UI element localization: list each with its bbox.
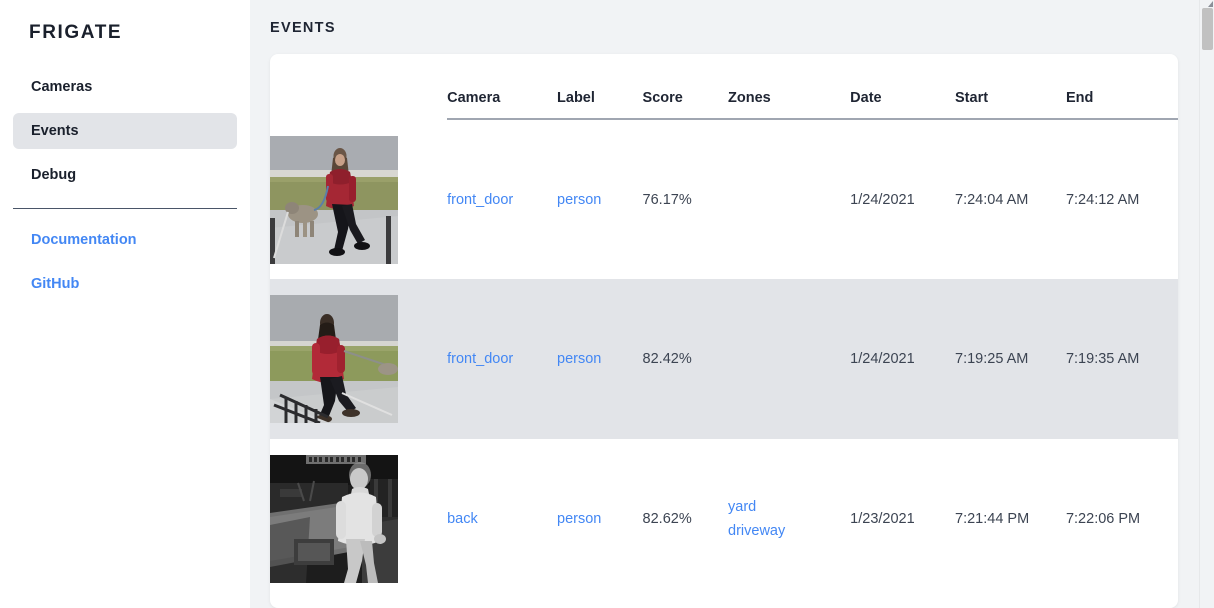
- event-start-cell: 7:24:04 AM: [955, 191, 1029, 208]
- events-table-head: Camera Label Score Zones Date Start End: [270, 54, 1178, 120]
- zone-link-yard[interactable]: yard: [728, 499, 757, 515]
- camera-link[interactable]: front_door: [447, 351, 514, 367]
- app-brand-title: FRIGATE: [29, 22, 123, 43]
- event-thumbnail-cell[interactable]: [270, 439, 447, 599]
- page-scrollbar[interactable]: [1199, 0, 1214, 608]
- sidebar-item-debug[interactable]: Debug: [31, 167, 77, 183]
- event-score-cell: 76.17%: [642, 191, 692, 208]
- camera-link[interactable]: back: [447, 511, 478, 527]
- sidebar-external-links: Documentation GitHub: [0, 225, 250, 299]
- event-start-cell: 7:21:44 PM: [955, 511, 1030, 527]
- scrollbar-thumb[interactable]: [1202, 8, 1213, 50]
- column-header-start[interactable]: Start: [955, 54, 1066, 120]
- column-header-date[interactable]: Date: [850, 54, 956, 120]
- label-link[interactable]: person: [557, 351, 602, 367]
- event-end-cell: 7:22:06 PM: [1065, 511, 1141, 527]
- events-card: Camera Label Score Zones Date Start End: [270, 54, 1178, 608]
- event-zones-cell: [728, 119, 850, 279]
- event-zones-cell: [728, 279, 851, 439]
- event-label-cell[interactable]: person: [557, 119, 643, 279]
- camera-link[interactable]: front_door: [447, 191, 514, 208]
- event-camera-cell[interactable]: front_door: [447, 279, 558, 439]
- zone-link-driveway[interactable]: driveway: [728, 523, 786, 539]
- column-header-camera[interactable]: Camera: [447, 54, 558, 120]
- table-row[interactable]: front_door person 82.42% 1/24/2021 7:19:…: [270, 279, 1178, 439]
- event-camera-cell[interactable]: front_door: [447, 119, 557, 279]
- zones-list: yard driveway: [728, 495, 850, 543]
- label-link[interactable]: person: [557, 191, 602, 208]
- sidebar-link-github[interactable]: GitHub: [31, 276, 80, 292]
- event-thumbnail-person-walking-daytime[interactable]: [270, 295, 398, 423]
- event-date-cell: 1/24/2021: [850, 279, 956, 439]
- event-date-cell: 1/24/2021: [850, 191, 915, 208]
- events-table: Camera Label Score Zones Date Start End: [270, 54, 1178, 599]
- sidebar-link-documentation[interactable]: Documentation: [31, 232, 137, 248]
- sidebar-nav: Cameras Events Debug: [0, 69, 250, 193]
- event-start-cell: 7:19:25 AM: [955, 279, 1066, 439]
- scroll-up-arrow-icon[interactable]: [1208, 1, 1213, 7]
- event-end-cell: 7:19:35 AM: [1065, 279, 1178, 439]
- event-camera-cell[interactable]: back: [447, 439, 557, 599]
- sidebar: FRIGATE Cameras Events Debug Documentati…: [0, 0, 250, 608]
- main-content: EVENTS Camera Label Score Zones Date Sta…: [250, 0, 1214, 608]
- event-thumbnail-person-dog-daytime[interactable]: [270, 135, 398, 264]
- event-thumbnail-person-night-infrared[interactable]: [270, 455, 398, 583]
- event-thumbnail-cell[interactable]: [270, 119, 447, 279]
- event-date-cell: 1/23/2021: [850, 511, 915, 527]
- event-label-cell[interactable]: person: [557, 439, 643, 599]
- column-header-label[interactable]: Label: [557, 54, 643, 120]
- column-header-thumbnail: [270, 54, 447, 119]
- sidebar-item-cameras[interactable]: Cameras: [31, 79, 93, 95]
- sidebar-divider: [13, 208, 237, 209]
- event-thumbnail-cell[interactable]: [270, 279, 448, 439]
- table-header-row: Camera Label Score Zones Date Start End: [270, 54, 1178, 120]
- event-label-cell[interactable]: person: [557, 279, 643, 439]
- label-link[interactable]: person: [557, 511, 602, 527]
- column-header-end[interactable]: End: [1065, 54, 1178, 120]
- event-end-cell: 7:24:12 AM: [1065, 191, 1140, 208]
- table-row[interactable]: back person 82.62% yard driveway 1/: [270, 439, 1178, 599]
- event-score-cell: 82.62%: [642, 511, 692, 527]
- sidebar-item-events[interactable]: Events: [13, 113, 237, 149]
- page-title: EVENTS: [270, 20, 336, 36]
- event-zones-cell: yard driveway: [728, 439, 850, 599]
- table-row[interactable]: front_door person 76.17% 1/24/2021 7:24:…: [270, 119, 1178, 279]
- column-header-zones[interactable]: Zones: [728, 54, 851, 120]
- events-table-body: front_door person 76.17% 1/24/2021 7:24:…: [270, 119, 1178, 599]
- event-score-cell: 82.42%: [642, 279, 729, 439]
- column-header-score[interactable]: Score: [642, 54, 729, 120]
